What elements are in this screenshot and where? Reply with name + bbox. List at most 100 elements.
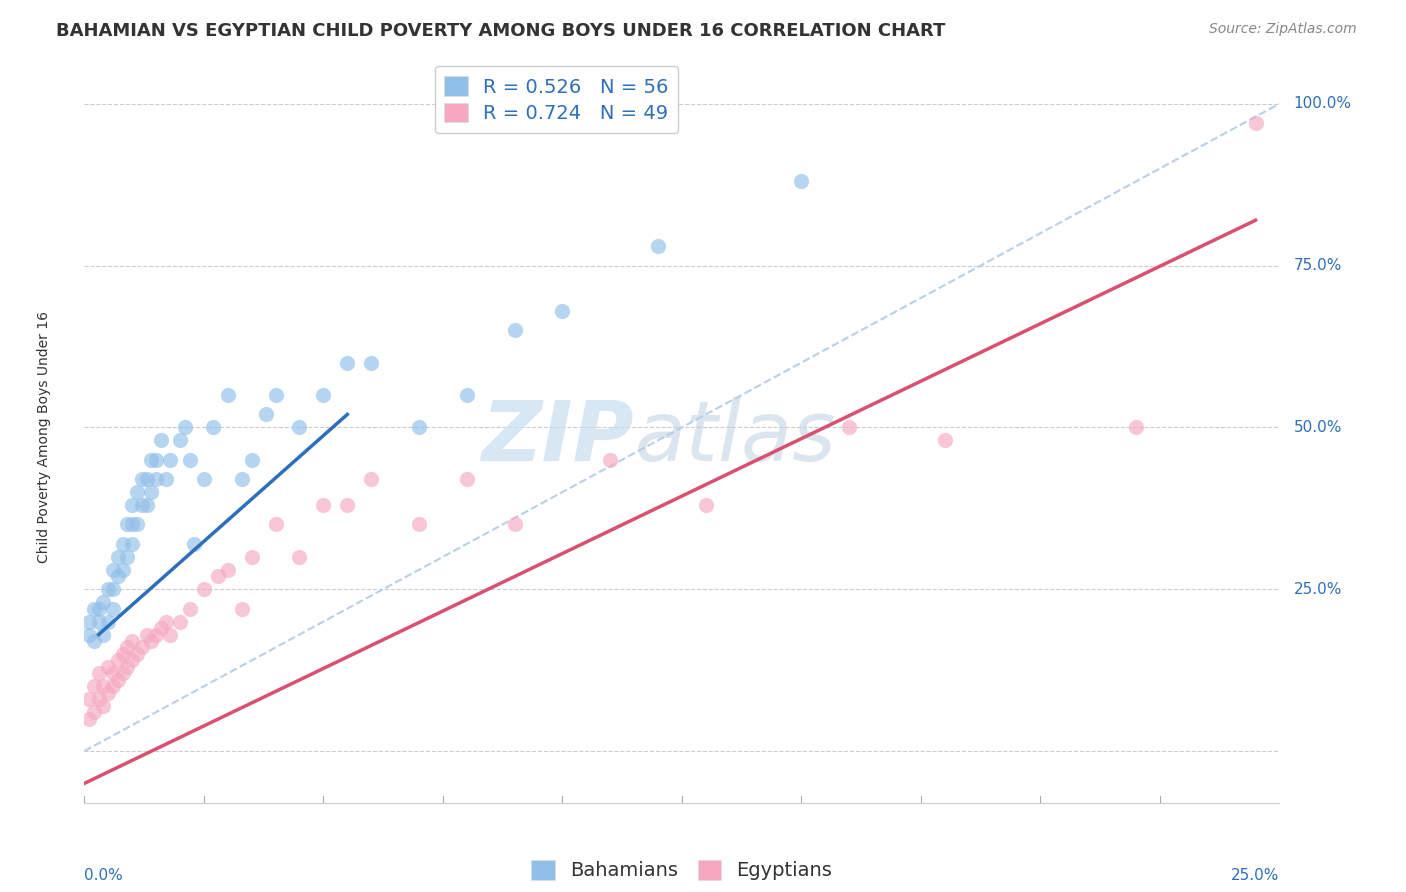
Point: [217, 388, 239, 402]
Point: [101, 601, 124, 615]
Point: [155, 472, 177, 486]
Point: [87, 666, 110, 681]
Point: [111, 647, 134, 661]
Point: [131, 640, 153, 655]
Point: [135, 627, 157, 641]
Point: [97, 686, 120, 700]
Text: BAHAMIAN VS EGYPTIAN CHILD POVERTY AMONG BOYS UNDER 16 CORRELATION CHART: BAHAMIAN VS EGYPTIAN CHILD POVERTY AMONG…: [56, 22, 946, 40]
Point: [77, 712, 100, 726]
Point: [1244, 116, 1267, 130]
Point: [77, 627, 100, 641]
Point: [240, 549, 263, 564]
Point: [179, 452, 201, 467]
Point: [169, 434, 191, 448]
Point: [121, 498, 143, 512]
Point: [149, 434, 172, 448]
Point: [183, 537, 205, 551]
Point: [135, 472, 157, 486]
Text: ZIP: ZIP: [481, 397, 634, 477]
Point: [87, 601, 110, 615]
Point: [408, 517, 430, 532]
Point: [551, 303, 574, 318]
Legend: Bahamians, Egyptians: Bahamians, Egyptians: [523, 852, 841, 888]
Point: [599, 452, 621, 467]
Point: [169, 615, 191, 629]
Point: [838, 420, 860, 434]
Point: [159, 627, 181, 641]
Point: [87, 615, 110, 629]
Point: [101, 666, 124, 681]
Text: Child Poverty Among Boys Under 16: Child Poverty Among Boys Under 16: [37, 311, 51, 563]
Point: [145, 472, 167, 486]
Point: [117, 549, 139, 564]
Point: [131, 498, 153, 512]
Point: [121, 537, 143, 551]
Point: [288, 549, 311, 564]
Point: [408, 420, 430, 434]
Text: 50.0%: 50.0%: [1294, 420, 1343, 435]
Point: [101, 563, 124, 577]
Point: [97, 582, 120, 597]
Text: 0.0%: 0.0%: [84, 868, 124, 882]
Point: [456, 388, 478, 402]
Point: [87, 692, 110, 706]
Point: [360, 356, 382, 370]
Point: [83, 705, 105, 719]
Point: [117, 660, 139, 674]
Point: [193, 582, 215, 597]
Point: [135, 498, 157, 512]
Point: [217, 563, 239, 577]
Point: [101, 582, 124, 597]
Point: [125, 647, 148, 661]
Point: [336, 498, 359, 512]
Point: [77, 692, 100, 706]
Point: [647, 239, 669, 253]
Point: [93, 679, 115, 693]
Point: [77, 615, 100, 629]
Point: [1125, 420, 1147, 434]
Point: [107, 569, 129, 583]
Point: [231, 601, 253, 615]
Point: [121, 653, 143, 667]
Point: [312, 388, 335, 402]
Point: [934, 434, 956, 448]
Point: [254, 408, 277, 422]
Text: 25.0%: 25.0%: [1294, 582, 1343, 597]
Point: [125, 485, 148, 500]
Point: [240, 452, 263, 467]
Point: [93, 698, 115, 713]
Point: [93, 595, 115, 609]
Point: [503, 517, 526, 532]
Text: atlas: atlas: [634, 397, 835, 477]
Point: [193, 472, 215, 486]
Point: [155, 615, 177, 629]
Text: 100.0%: 100.0%: [1294, 96, 1351, 112]
Text: Source: ZipAtlas.com: Source: ZipAtlas.com: [1209, 22, 1357, 37]
Point: [107, 549, 129, 564]
Point: [695, 498, 717, 512]
Point: [149, 621, 172, 635]
Point: [159, 452, 181, 467]
Point: [125, 517, 148, 532]
Point: [264, 388, 287, 402]
Point: [111, 537, 134, 551]
Point: [336, 356, 359, 370]
Point: [117, 517, 139, 532]
Point: [141, 634, 163, 648]
Point: [117, 640, 139, 655]
Point: [83, 601, 105, 615]
Point: [131, 472, 153, 486]
Point: [121, 634, 143, 648]
Point: [360, 472, 382, 486]
Point: [503, 323, 526, 337]
Point: [145, 627, 167, 641]
Point: [97, 615, 120, 629]
Point: [264, 517, 287, 532]
Point: [207, 569, 229, 583]
Point: [97, 660, 120, 674]
Point: [173, 420, 195, 434]
Point: [141, 452, 163, 467]
Text: 25.0%: 25.0%: [1232, 868, 1279, 882]
Point: [790, 174, 813, 188]
Point: [121, 517, 143, 532]
